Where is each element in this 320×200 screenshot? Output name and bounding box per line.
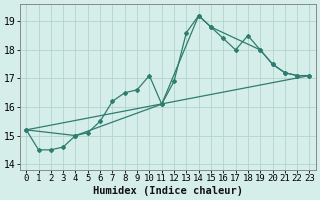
X-axis label: Humidex (Indice chaleur): Humidex (Indice chaleur) [93,186,243,196]
